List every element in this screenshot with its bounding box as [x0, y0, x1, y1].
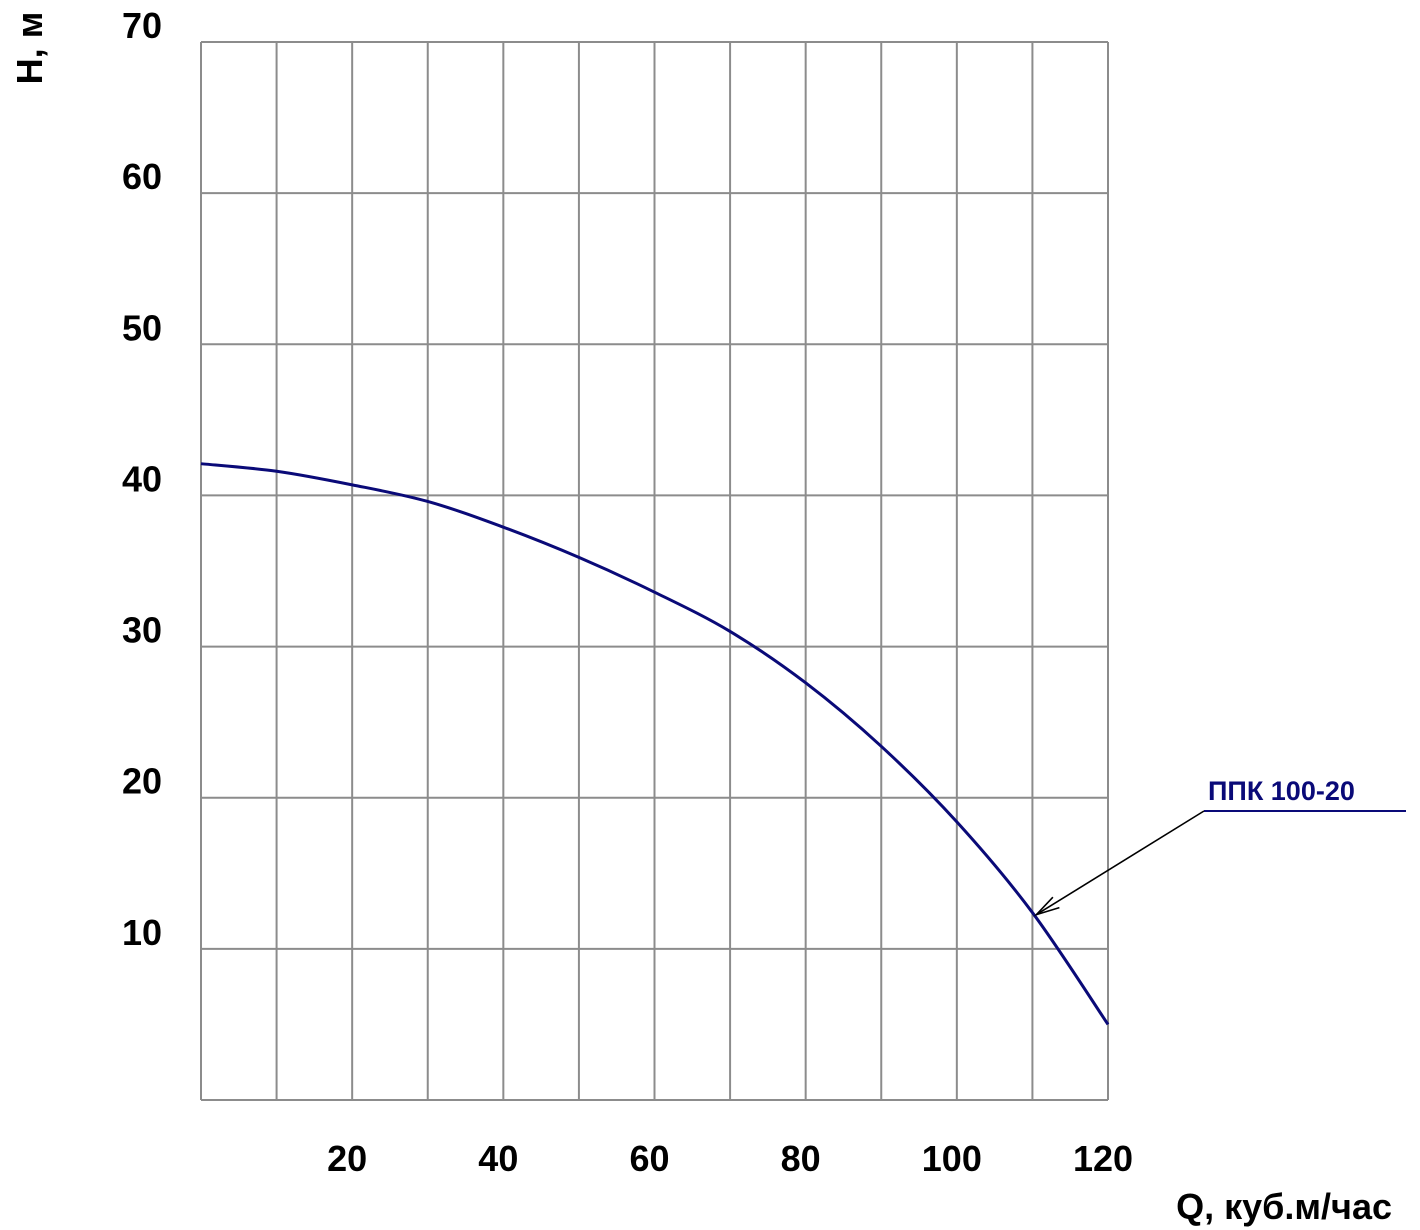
y-tick-label: 20 — [122, 761, 162, 802]
y-tick-labels: 10 20 30 40 50 60 70 — [122, 5, 162, 953]
y-tick-label: 50 — [122, 307, 162, 348]
x-tick-label: 20 — [327, 1138, 367, 1179]
x-tick-label: 100 — [922, 1138, 982, 1179]
x-tick-label: 120 — [1073, 1138, 1133, 1179]
y-tick-label: 10 — [122, 912, 162, 953]
series-layer — [200, 462, 1110, 1026]
x-tick-label: 80 — [781, 1138, 821, 1179]
grid-layer — [200, 41, 1109, 1101]
leader-arrowhead — [1033, 896, 1060, 917]
x-tick-labels: 20 40 60 80 100 120 — [327, 1138, 1133, 1179]
series-label: ППК 100-20 — [1208, 776, 1355, 806]
x-tick-label: 60 — [629, 1138, 669, 1179]
y-tick-label: 70 — [122, 5, 162, 46]
y-tick-label: 60 — [122, 156, 162, 197]
series-line — [200, 462, 1110, 1026]
x-tick-label: 40 — [478, 1138, 518, 1179]
x-axis-title: Q, куб.м/час — [1176, 1186, 1392, 1227]
y-tick-label: 40 — [122, 458, 162, 499]
annotation-layer: ППК 100-20 — [1033, 776, 1406, 917]
y-tick-label: 30 — [122, 610, 162, 651]
leader-line — [1035, 810, 1205, 916]
y-axis-title: H, м — [9, 12, 50, 85]
